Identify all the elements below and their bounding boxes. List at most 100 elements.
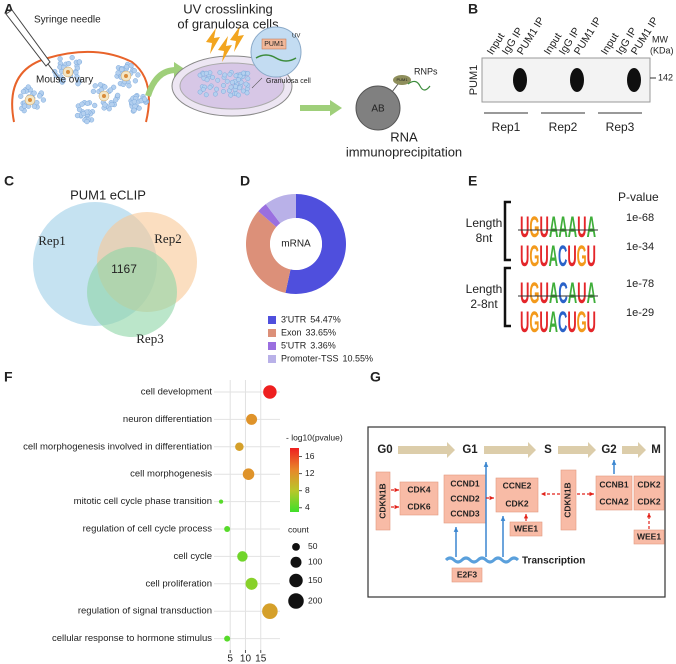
node-label: WEE1: [514, 523, 538, 533]
header: P-value: [618, 190, 659, 204]
motif-letter: U: [520, 306, 529, 339]
result: RNA: [390, 129, 418, 144]
panel-letter: G: [370, 369, 381, 385]
p-value: 1e-68: [626, 212, 654, 224]
uv-bolt: [230, 26, 244, 52]
node-label: CDK4: [407, 484, 430, 494]
motif-letter: U: [520, 240, 529, 273]
node-box: [560, 469, 577, 531]
granulosa-cell: [25, 84, 31, 90]
node-label: CCNB1: [599, 479, 629, 489]
oocyte: [66, 70, 70, 74]
inset-rna: [255, 54, 297, 62]
panel-letter: E: [468, 173, 477, 189]
granulosa-cell: [84, 100, 91, 106]
dot: [263, 385, 277, 399]
marker-label: 142: [658, 72, 673, 82]
size-legend-dot: [289, 573, 303, 588]
size-legend-label: 50: [308, 541, 318, 551]
rnp-rna: [407, 80, 431, 91]
dish-cell: [228, 92, 234, 98]
process-arrow: [145, 67, 177, 97]
step-title: of granulosa cells: [177, 16, 279, 31]
motif-letter: C: [558, 306, 567, 339]
dish-cell: [227, 72, 233, 77]
colorbar-tick-label: 16: [305, 451, 315, 461]
dot: [246, 413, 258, 425]
dish-cell: [217, 70, 223, 75]
granulosa-cell: [136, 105, 142, 111]
inhibition-arrow-head: [646, 513, 652, 518]
motif-letter: U: [577, 277, 586, 310]
phase-label: S: [544, 444, 552, 456]
node-label: WEE1: [637, 531, 661, 541]
dot: [224, 525, 231, 533]
y-tick-label: cell morphogenesis involved in different…: [23, 441, 212, 452]
motif-letter: U: [520, 211, 529, 244]
inset-protein-box: [261, 38, 287, 50]
granulosa-cell: [124, 64, 130, 70]
granulosa-cell: [141, 96, 148, 102]
dish-cell: [204, 77, 210, 83]
node-label: CDKN1B: [562, 482, 572, 517]
motif-letter: U: [520, 277, 529, 310]
y-tick-label: cellular response to hormone stimulus: [52, 633, 212, 644]
size-legend-label: 200: [308, 595, 322, 605]
syringe: [5, 9, 51, 67]
activation-arrow-head: [453, 527, 459, 532]
bracket: [503, 200, 511, 262]
p-value: 1e-29: [626, 307, 654, 319]
dish-cell: [236, 77, 241, 83]
legend-swatch: [268, 342, 276, 350]
y-tick-label: cell morphogenesis: [130, 469, 212, 480]
activation-arrow-head: [611, 460, 617, 465]
granulosa-cell: [115, 70, 121, 76]
dish-cell: [203, 70, 209, 76]
dish-cell: [236, 92, 241, 98]
value-label: 54.47%: [310, 314, 341, 324]
granulosa-cell: [76, 107, 83, 113]
y-tick-label: mitotic cell cycle phase transition: [74, 496, 212, 507]
panel-letter: C: [4, 173, 14, 189]
needle: [47, 63, 61, 81]
replicate-label: Rep2: [549, 120, 578, 134]
legend-label: Promoter-TSS: [281, 353, 339, 363]
granulosa-cell: [57, 56, 63, 62]
dot: [218, 499, 224, 504]
node-box: [509, 521, 543, 537]
dish-cell: [221, 83, 226, 88]
motif-letter: A: [549, 306, 558, 339]
node-box: [633, 529, 665, 545]
granulosa-cell: [119, 66, 125, 72]
dish-cell: [243, 81, 249, 87]
dish-cell: [215, 77, 221, 83]
colorbar-tick-label: 4: [305, 502, 310, 512]
granulosa-cell: [92, 83, 98, 89]
dish-cell: [229, 79, 235, 85]
motif-letter: U: [587, 306, 596, 339]
granulosa-cell: [115, 92, 121, 98]
inset-caption: Granulosa cell: [266, 78, 311, 85]
node-label: CCND2: [450, 493, 480, 503]
y-tick-label: cell cycle: [173, 551, 212, 562]
size-legend-dot: [290, 556, 302, 568]
replicate-label: Rep1: [492, 120, 521, 134]
y-tick-label: regulation of signal transduction: [78, 606, 212, 617]
size-legend-label: 100: [308, 557, 322, 567]
process-arrow: [300, 105, 330, 111]
rnp: [393, 75, 411, 85]
granulosa-cell: [90, 88, 97, 94]
node-box: [595, 475, 633, 511]
band: [627, 68, 641, 92]
venn-label: Rep2: [154, 231, 181, 246]
granulosa-cell: [20, 89, 27, 95]
rnp-protein: PUM1: [396, 77, 408, 82]
granulosa-cell: [31, 103, 37, 109]
inset-protein: PUM1: [264, 41, 284, 48]
uv-bolt: [218, 36, 232, 62]
result: immunoprecipitation: [346, 144, 462, 159]
granulosa-cell: [76, 59, 83, 65]
granulosa-cell: [84, 118, 90, 125]
granulosa-cell: [79, 101, 85, 107]
